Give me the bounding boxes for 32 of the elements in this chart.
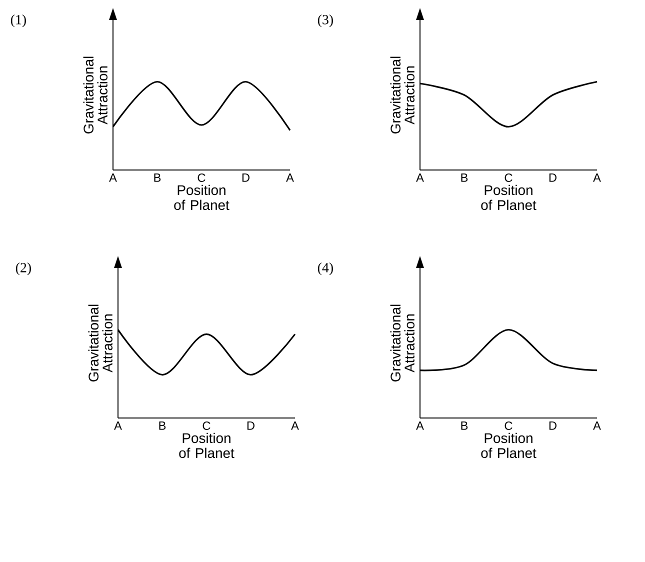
x-tick-label: B: [461, 422, 468, 430]
x-axis-title: Position of Planet: [179, 432, 234, 458]
chart-title: (2): [16, 262, 31, 276]
x-tick-label: A: [416, 422, 424, 430]
x-axis-title: Position of Planet: [174, 184, 230, 210]
x-tick-label: D: [549, 422, 556, 430]
y-axis-title: Gravitational Attraction: [83, 56, 108, 134]
x-axis-title: Position of Planet: [481, 432, 536, 458]
x-tick-label: A: [114, 422, 122, 430]
x-tick-label: B: [461, 174, 468, 182]
chart-title: (3): [318, 14, 333, 28]
x-tick-label: A: [593, 174, 601, 182]
x-tick-label: A: [286, 174, 294, 182]
y-axis-title: Gravitational Attraction: [390, 56, 414, 134]
x-tick-label: D: [247, 422, 254, 430]
y-axis-title: Gravitational Attraction: [88, 304, 112, 382]
chart-title: (4): [318, 262, 333, 276]
y-axis-title: Gravitational Attraction: [390, 304, 414, 382]
x-tick-label: C: [198, 174, 206, 182]
x-tick-label: A: [109, 174, 117, 182]
x-tick-label: C: [504, 422, 512, 430]
x-tick-label: C: [202, 422, 210, 430]
x-tick-label: A: [416, 174, 424, 182]
x-tick-label: B: [154, 174, 161, 182]
x-tick-label: D: [242, 174, 250, 182]
chart-title: (1): [10, 14, 26, 28]
x-axis-title: Position of Planet: [481, 184, 536, 210]
x-tick-label: A: [291, 422, 299, 430]
x-tick-label: C: [504, 174, 512, 182]
x-tick-label: B: [159, 422, 166, 430]
x-tick-label: D: [549, 174, 556, 182]
x-tick-label: A: [593, 422, 601, 430]
